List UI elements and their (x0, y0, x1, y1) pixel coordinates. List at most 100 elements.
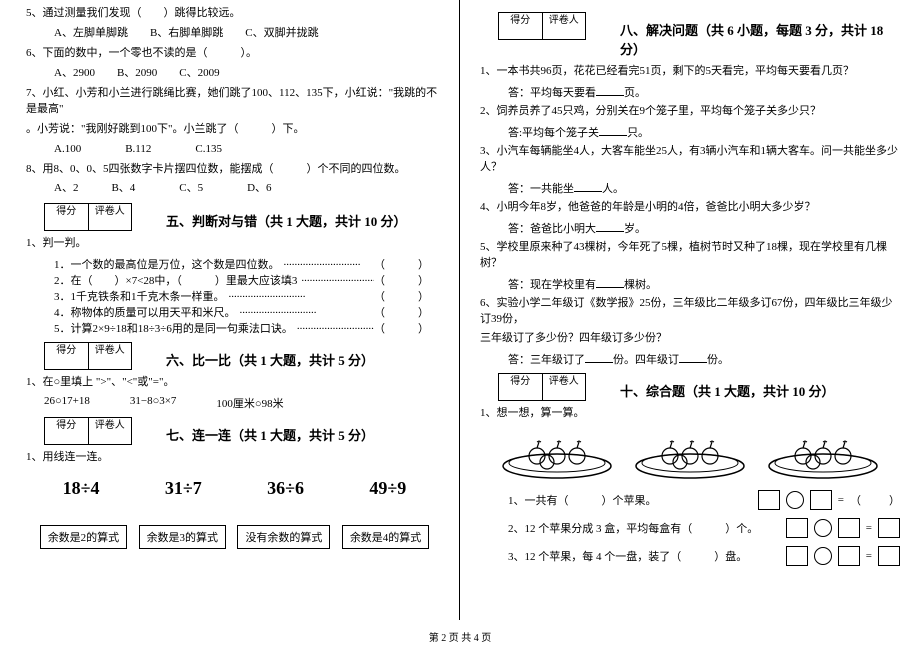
a5: 答：现在学校里有 棵树。 (480, 276, 900, 292)
a4-prefix: 答：爸爸比小明大 (508, 223, 596, 235)
judge-1-text: 1．一个数的最高位是万位，这个数是四位数。 (54, 256, 280, 272)
category-row: 余数是2的算式 余数是3的算式 没有余数的算式 余数是4的算式 (26, 525, 443, 549)
paren-l: （ (850, 492, 861, 508)
judge-3-text: 3．1千克铁条和1千克木条一样重。 (54, 288, 225, 304)
q7-options: A.100 B.112 C.135 (26, 142, 443, 158)
a3-suffix: 人。 (602, 183, 624, 195)
blank (574, 180, 602, 192)
grader-label: 评卷人 (89, 204, 132, 230)
judge-1: 1．一个数的最高位是万位，这个数是四位数。 ..................… (26, 256, 443, 272)
a1-suffix: 页。 (624, 87, 646, 99)
a2: 答:平均每个笼子关 只。 (480, 124, 900, 140)
op-circle (814, 519, 832, 537)
div-4: 49÷9 (369, 478, 406, 499)
div-1: 18÷4 (63, 478, 100, 499)
blank (596, 220, 624, 232)
paren: （ ） (374, 320, 429, 336)
q7-line2: 。小芳说："我刚好跳到100下"。小兰跳了（ ）下。 (26, 122, 443, 138)
p6a: 6、实验小学二年级订《数学报》25份，三年级比二年级多订67份，四年级比三年级少… (480, 296, 900, 328)
a3: 答：一共能坐人。 (480, 180, 900, 196)
section-7-title: 七、连一连（共 1 大题，共计 5 分） (116, 425, 443, 444)
blank (599, 124, 627, 136)
a6: 答：三年级订了份。四年级订份。 (480, 351, 900, 367)
p6b: 三年级订了多少份？四年级订多少份？ (480, 331, 900, 347)
p5: 5、学校里原来种了43棵树，今年死了5棵，植树节时又种了18棵，现在学校里有几棵… (480, 240, 900, 272)
box (878, 546, 900, 566)
c3-text: 3、12 个苹果，每 4 个一盘，装了（ ）盘。 (508, 548, 780, 564)
p1: 1、一本书共96页，花花已经看完51页，剩下的5天看完，平均每天要看几页？ (480, 64, 900, 80)
plates-row (480, 426, 900, 490)
cmp2: 31−8○3×7 (130, 395, 177, 411)
box (758, 490, 780, 510)
dots: ............................ (236, 304, 375, 320)
plate-icon (497, 432, 617, 480)
paren: （ ） (374, 288, 429, 304)
p3: 3、小汽车每辆能坐4人，大客车能坐25人，有3辆小汽车和1辆大客车。问一共能坐多… (480, 144, 900, 176)
p2: 2、饲养员养了45只鸡，分别关在9个笼子里，平均每个笼子关多少只？ (480, 104, 900, 120)
score-label: 得分 (499, 374, 543, 400)
grader-label: 评卷人 (543, 374, 586, 400)
dots: ............................ (297, 272, 374, 288)
comp-2: 2、12 个苹果分成 3 盒，平均每盒有（ ）个。 = (480, 518, 900, 538)
q5-options: A、左脚单脚跳 B、右脚单脚跳 C、双脚并拢跳 (26, 26, 443, 42)
connect-head: 1、用线连一连。 (26, 450, 443, 466)
cat-3: 没有余数的算式 (237, 525, 330, 549)
judge-2: 2．在（ ）×7<28中，（ ）里最大应该填3 ................… (26, 272, 443, 288)
score-label: 得分 (45, 204, 89, 230)
left-column: 5、通过测量我们发现（ ）跳得比较远。 A、左脚单脚跳 B、右脚单脚跳 C、双脚… (0, 0, 460, 620)
plate-icon (630, 432, 750, 480)
judge-3: 3．1千克铁条和1千克木条一样重。 ......................… (26, 288, 443, 304)
equals: = (866, 522, 872, 534)
c2-text: 2、12 个苹果分成 3 盒，平均每盒有（ ）个。 (508, 520, 780, 536)
judge-5: 5．计算2×9÷18和18÷3÷6用的是同一句乘法口诀。 ...........… (26, 320, 443, 336)
cat-4: 余数是4的算式 (342, 525, 430, 549)
compare-row: 26○17+18 31−8○3×7 100厘米○98米 (26, 395, 443, 411)
a5-suffix: 棵树。 (624, 279, 657, 291)
box (786, 546, 808, 566)
a1: 答：平均每天要看 页。 (480, 84, 900, 100)
c1-text: 1、一共有（ ）个苹果。 (508, 492, 752, 508)
a4: 答：爸爸比小明大岁。 (480, 220, 900, 236)
paren: （ ） (374, 256, 429, 272)
cmp3: 100厘米○98米 (216, 395, 283, 411)
paren-r: ） (889, 492, 900, 508)
box (786, 518, 808, 538)
judge-head: 1、判一判。 (26, 236, 443, 252)
box (810, 490, 832, 510)
blank (596, 84, 624, 96)
box (838, 546, 860, 566)
a6-p1: 答：三年级订了 (508, 354, 585, 366)
score-box-8: 得分 评卷人 (498, 12, 586, 40)
equals: = (866, 550, 872, 562)
judge-5-text: 5．计算2×9÷18和18÷3÷6用的是同一句乘法口诀。 (54, 320, 293, 336)
blank (596, 276, 624, 288)
plate-icon (763, 432, 883, 480)
score-label: 得分 (45, 418, 89, 444)
score-box-5: 得分 评卷人 (44, 203, 132, 231)
box (838, 518, 860, 538)
dots: ............................ (280, 256, 375, 272)
q7-line1: 7、小红、小芳和小兰进行跳绳比赛，她们跳了100、112、135下，小红说："我… (26, 86, 443, 118)
a2-suffix: 只。 (627, 127, 649, 139)
dots: ............................ (225, 288, 375, 304)
q8-options: A、2 B、4 C、5 D、6 (26, 181, 443, 197)
blank (867, 490, 883, 510)
a5-prefix: 答：现在学校里有 (508, 279, 596, 291)
q5: 5、通过测量我们发现（ ）跳得比较远。 (26, 6, 443, 22)
blank (679, 351, 707, 363)
score-box-7: 得分 评卷人 (44, 417, 132, 445)
grader-label: 评卷人 (89, 418, 132, 444)
a1-prefix: 答：平均每天要看 (508, 87, 596, 99)
q8: 8、用8、0、0、5四张数字卡片摆四位数，能摆成（ ）个不同的四位数。 (26, 162, 443, 178)
right-column: 得分 评卷人 八、解决问题（共 6 小题，每题 3 分，共计 18 分） 1、一… (460, 0, 920, 620)
grader-label: 评卷人 (543, 13, 586, 39)
equals: = (838, 494, 844, 506)
section-8-title: 八、解决问题（共 6 小题，每题 3 分，共计 18 分） (570, 20, 900, 58)
a6-p2: 份。四年级订 (613, 354, 679, 366)
comp-1: 1、一共有（ ）个苹果。 = （ ） (480, 490, 900, 510)
score-box-10: 得分 评卷人 (498, 373, 586, 401)
score-box-6: 得分 评卷人 (44, 342, 132, 370)
cmp1: 26○17+18 (44, 395, 90, 411)
judge-4: 4．称物体的质量可以用天平和米尺。 ......................… (26, 304, 443, 320)
a2-prefix: 答:平均每个笼子关 (508, 127, 599, 139)
